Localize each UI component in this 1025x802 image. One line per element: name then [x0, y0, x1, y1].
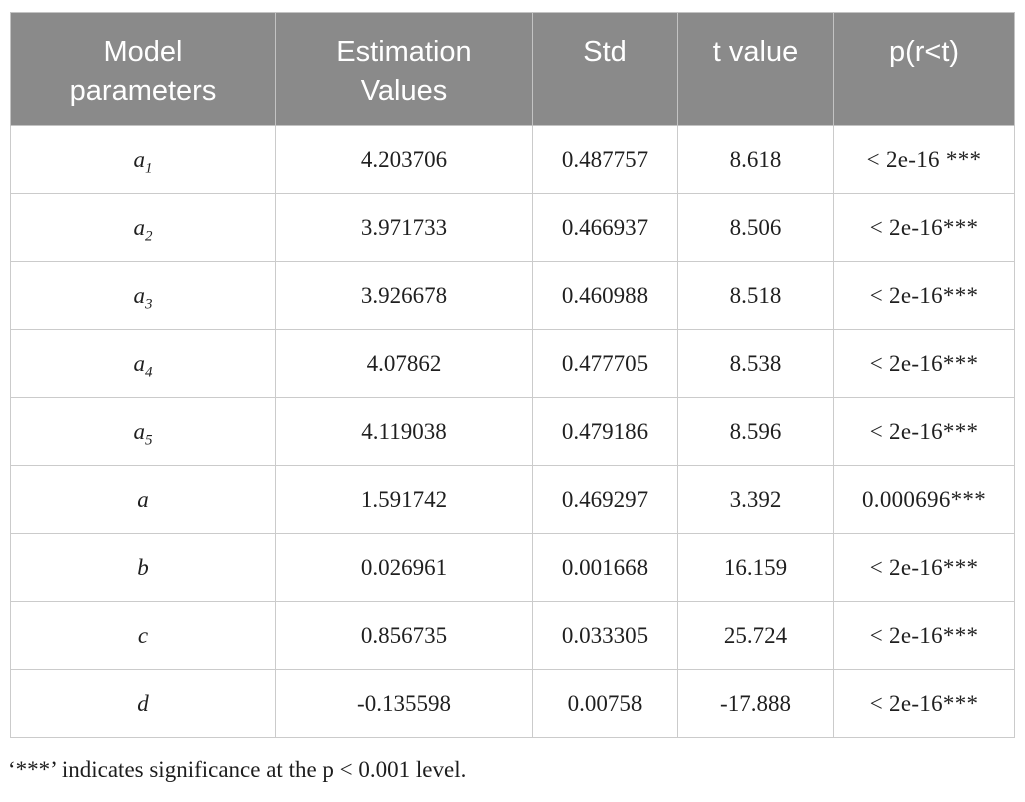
std-cell: 0.00758 [532, 669, 678, 738]
estimation-cell: -0.135598 [275, 669, 533, 738]
std-cell: 0.466937 [532, 193, 678, 262]
table-row: a3 3.926678 0.460988 8.518 < 2e-16*** [10, 261, 1015, 330]
std-cell: 0.001668 [532, 533, 678, 602]
t-value-cell: 25.724 [677, 601, 834, 670]
param-symbol: c [137, 622, 149, 648]
t-value-cell: 8.538 [677, 329, 834, 398]
table-row: a1 4.203706 0.487757 8.618 < 2e-16 *** [10, 125, 1015, 194]
header-row: Model parameters Estimation Values Std t… [10, 12, 1015, 126]
std-cell: 0.479186 [532, 397, 678, 466]
std-cell: 0.033305 [532, 601, 678, 670]
param-symbol: a [133, 418, 146, 444]
header-cell-estimation-values: Estimation Values [275, 12, 533, 126]
param-cell: a5 [10, 397, 276, 466]
estimation-cell: 3.926678 [275, 261, 533, 330]
significance-footnote: ‘***’ indicates significance at the p < … [8, 757, 467, 782]
p-value-cell: < 2e-16*** [833, 193, 1015, 262]
std-cell: 0.477705 [532, 329, 678, 398]
estimation-cell: 4.119038 [275, 397, 533, 466]
p-value-cell: 0.000696*** [833, 465, 1015, 534]
table-row: b 0.026961 0.001668 16.159 < 2e-16*** [10, 533, 1015, 602]
table-row: a2 3.971733 0.466937 8.506 < 2e-16*** [10, 193, 1015, 262]
p-value-cell: < 2e-16*** [833, 669, 1015, 738]
p-value-cell: < 2e-16*** [833, 533, 1015, 602]
param-cell: d [10, 669, 276, 738]
param-symbol: a [133, 350, 146, 376]
header-label-line: Estimation [336, 36, 472, 68]
param-cell: c [10, 601, 276, 670]
t-value-cell: 8.596 [677, 397, 834, 466]
param-subscript: 5 [145, 432, 153, 449]
estimation-cell: 3.971733 [275, 193, 533, 262]
t-value-cell: 16.159 [677, 533, 834, 602]
param-symbol: a [133, 214, 146, 240]
estimation-cell: 4.203706 [275, 125, 533, 194]
param-cell: a4 [10, 329, 276, 398]
header-cell-std: Std [532, 12, 678, 126]
t-value-cell: 8.618 [677, 125, 834, 194]
model-parameters-table-container: Model parameters Estimation Values Std t… [10, 12, 1015, 738]
param-cell: a [10, 465, 276, 534]
header-label-line: Model [103, 36, 183, 68]
estimation-cell: 0.856735 [275, 601, 533, 670]
header-cell-t-value: t value [677, 12, 834, 126]
estimation-cell: 4.07862 [275, 329, 533, 398]
param-subscript: 1 [145, 160, 153, 177]
param-symbol: a [137, 486, 149, 512]
p-value-cell: < 2e-16*** [833, 261, 1015, 330]
header-cell-model-parameters: Model parameters [10, 12, 276, 126]
param-symbol: b [137, 554, 149, 580]
std-cell: 0.460988 [532, 261, 678, 330]
table-row: a 1.591742 0.469297 3.392 0.000696*** [10, 465, 1015, 534]
param-symbol: a [133, 282, 146, 308]
estimation-cell: 1.591742 [275, 465, 533, 534]
table-row: d -0.135598 0.00758 -17.888 < 2e-16*** [10, 669, 1015, 738]
estimation-cell: 0.026961 [275, 533, 533, 602]
std-cell: 0.487757 [532, 125, 678, 194]
header-cell-p-r-lt-t: p(r<t) [833, 12, 1015, 126]
model-parameters-table: Model parameters Estimation Values Std t… [10, 12, 1015, 738]
header-label-line: Std [583, 36, 627, 68]
param-symbol: a [133, 146, 146, 172]
std-cell: 0.469297 [532, 465, 678, 534]
p-value-cell: < 2e-16*** [833, 329, 1015, 398]
param-cell: a2 [10, 193, 276, 262]
p-value-cell: < 2e-16*** [833, 601, 1015, 670]
table-row: a5 4.119038 0.479186 8.596 < 2e-16*** [10, 397, 1015, 466]
table-row: a4 4.07862 0.477705 8.538 < 2e-16*** [10, 329, 1015, 398]
header-label-line: Values [360, 75, 448, 107]
param-subscript: 4 [145, 364, 153, 381]
param-subscript: 3 [145, 296, 153, 313]
header-label-line: t value [712, 36, 799, 68]
p-value-cell: < 2e-16 *** [833, 125, 1015, 194]
param-symbol: d [137, 690, 149, 716]
t-value-cell: 8.506 [677, 193, 834, 262]
header-label-line: parameters [69, 75, 217, 107]
p-value-cell: < 2e-16*** [833, 397, 1015, 466]
t-value-cell: 3.392 [677, 465, 834, 534]
param-cell: a1 [10, 125, 276, 194]
param-subscript: 2 [145, 228, 153, 245]
param-cell: a3 [10, 261, 276, 330]
param-cell: b [10, 533, 276, 602]
table-row: c 0.856735 0.033305 25.724 < 2e-16*** [10, 601, 1015, 670]
t-value-cell: -17.888 [677, 669, 834, 738]
header-label-line: p(r<t) [888, 36, 960, 68]
t-value-cell: 8.518 [677, 261, 834, 330]
